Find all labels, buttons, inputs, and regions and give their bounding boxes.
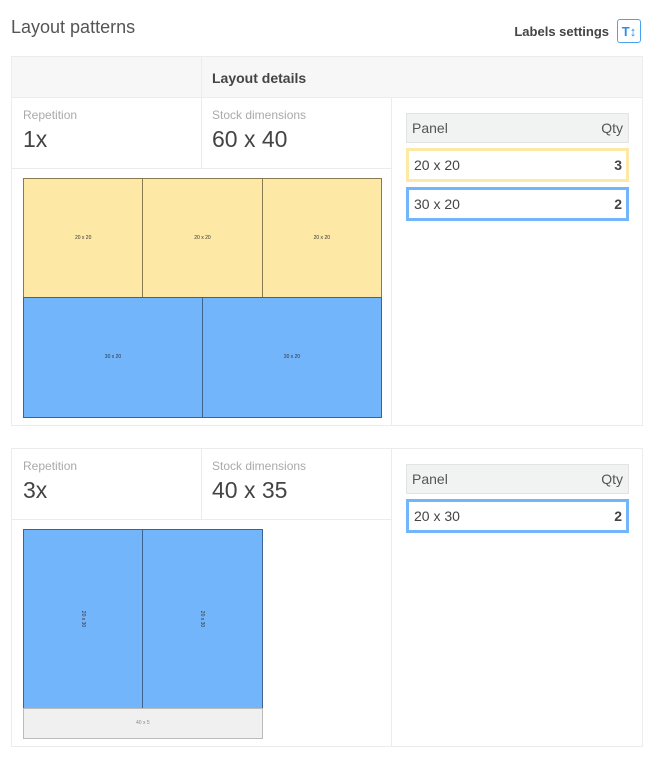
panel-piece[interactable]: 20 x 20 xyxy=(142,178,263,299)
piece-label: 20 x 30 xyxy=(80,610,87,628)
panel-table-header: Panel Qty xyxy=(406,113,629,143)
panel-piece[interactable]: 30 x 20 xyxy=(202,297,382,418)
piece-label: 30 x 20 xyxy=(104,354,122,361)
piece-label: 20 x 20 xyxy=(313,235,331,242)
layout-details-heading: Layout details xyxy=(212,70,307,86)
panel-row[interactable]: 20 x 30 2 xyxy=(406,499,629,533)
table-header: Layout details xyxy=(11,56,643,98)
pattern-info: Repetition 3x Stock dimensions 40 x 35 xyxy=(12,449,391,520)
repetition-value: 1x xyxy=(23,126,48,152)
piece-label: 20 x 30 xyxy=(199,610,206,628)
panel-table: Panel Qty 20 x 30 2 xyxy=(406,464,629,533)
panel-column-header: Panel xyxy=(412,120,448,136)
panel-name: 30 x 20 xyxy=(414,196,460,212)
cutting-diagram: 20 x 20 20 x 20 20 x 20 30 x 20 30 x 20 xyxy=(23,178,382,418)
stock-dimensions-label: Stock dimensions xyxy=(212,459,307,473)
piece-label: 40 x 5 xyxy=(136,720,150,727)
panel-qty: 2 xyxy=(614,196,622,212)
stock-dimensions-value: 60 x 40 xyxy=(212,126,288,152)
panel-column-header: Panel xyxy=(412,471,448,487)
labels-settings-button[interactable]: T↕ xyxy=(617,19,641,43)
labels-settings-label[interactable]: Labels settings xyxy=(514,24,609,39)
repetition-label: Repetition xyxy=(23,459,78,473)
panel-piece[interactable]: 20 x 20 xyxy=(261,178,382,299)
waste-piece[interactable]: 40 x 5 xyxy=(23,708,263,739)
text-size-icon: T↕ xyxy=(621,23,637,39)
divider xyxy=(201,57,202,97)
layout-pattern-card: Repetition 1x Stock dimensions 60 x 40 2… xyxy=(11,98,643,426)
repetition-label: Repetition xyxy=(23,108,78,122)
panel-name: 20 x 20 xyxy=(414,157,460,173)
panel-qty: 3 xyxy=(614,157,622,173)
qty-column-header: Qty xyxy=(601,471,623,487)
cutting-diagram: 20 x 30 20 x 30 40 x 5 xyxy=(23,529,263,739)
page-title: Layout patterns xyxy=(11,17,136,37)
panel-piece[interactable]: 20 x 30 xyxy=(23,529,144,709)
qty-column-header: Qty xyxy=(601,120,623,136)
piece-label: 20 x 20 xyxy=(194,235,211,242)
divider xyxy=(391,98,392,425)
pattern-info: Repetition 1x Stock dimensions 60 x 40 xyxy=(12,98,391,169)
divider xyxy=(391,449,392,746)
panel-piece[interactable]: 20 x 20 xyxy=(23,178,144,299)
panel-qty: 2 xyxy=(614,508,622,524)
layout-pattern-card: Repetition 3x Stock dimensions 40 x 35 2… xyxy=(11,448,643,747)
panel-piece[interactable]: 30 x 20 xyxy=(23,297,203,418)
divider xyxy=(201,449,202,519)
panel-piece[interactable]: 20 x 30 xyxy=(142,529,263,709)
repetition-value: 3x xyxy=(23,477,48,503)
panel-table: Panel Qty 20 x 20 3 30 x 20 2 xyxy=(406,113,629,221)
panel-table-header: Panel Qty xyxy=(406,464,629,494)
divider xyxy=(201,98,202,168)
piece-label: 30 x 20 xyxy=(283,354,301,361)
piece-label: 20 x 20 xyxy=(74,235,92,242)
stock-dimensions-value: 40 x 35 xyxy=(212,477,288,503)
panel-row[interactable]: 30 x 20 2 xyxy=(406,187,629,221)
stock-dimensions-label: Stock dimensions xyxy=(212,108,307,122)
panel-row[interactable]: 20 x 20 3 xyxy=(406,148,629,182)
panel-name: 20 x 30 xyxy=(414,508,460,524)
